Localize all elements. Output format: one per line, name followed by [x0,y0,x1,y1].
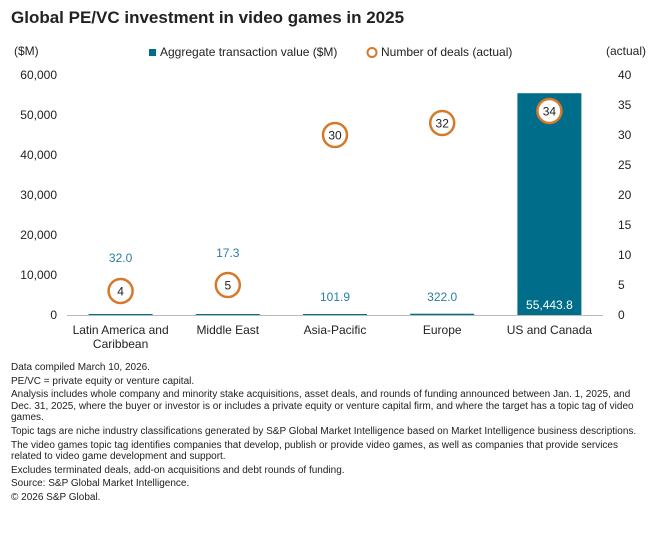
deals-marker [321,121,349,149]
chart-area: ($M) (actual) Aggregate transaction value … [14,44,646,351]
x-tick-label: US and Canada [507,323,593,337]
bar-value-label: 322.0 [427,290,457,304]
right-tick-label: 20 [618,188,632,202]
deals-marker [428,109,456,137]
right-tick-label: 15 [618,218,632,232]
x-tick-label: Caribbean [93,337,148,351]
note-video-games-tag: The video games topic tag identifies com… [11,439,618,463]
x-tick-label: Latin America and [73,323,169,337]
x-tick-label: Asia-Pacific [304,323,367,337]
right-tick-label: 25 [618,158,632,172]
right-tick-label: 0 [618,308,625,322]
note-source: Source: S&P Global Market Intelligence. [11,478,190,490]
legend-deals-label: Number of deals (actual) [381,45,512,59]
right-tick-label: 10 [618,248,632,262]
bar [88,314,153,315]
bar [303,314,367,315]
left-tick-label: 40,000 [20,148,57,162]
deals-value-label: 32 [436,117,450,131]
right-tick-label: 40 [618,68,632,82]
deals-marker [214,271,242,299]
left-tick-label: 30,000 [20,188,57,202]
note-topic-tags: Topic tags are niche industry classifica… [11,425,637,437]
chart-title: Global PE/VC investment in video games i… [11,8,405,27]
bar [195,314,260,315]
left-axis-unit-label: ($M) [14,44,39,58]
bar [517,93,582,316]
right-axis-unit-label: (actual) [606,44,646,58]
bar-value-label: 32.0 [109,251,133,265]
deals-value-label: 30 [328,129,342,143]
deals-marker [536,97,563,125]
left-tick-label: 50,000 [20,108,57,122]
note-analysis: Analysis includes whole company and mino… [11,389,634,424]
right-tick-label: 35 [618,98,632,112]
x-tick-label: Europe [423,323,462,337]
x-tick-label: Middle East [196,323,259,337]
left-tick-label: 10,000 [20,268,57,282]
legend-bar-swatch [149,49,156,56]
deals-value-label: 5 [224,279,231,293]
left-tick-label: 0 [50,308,57,322]
left-tick-label: 60,000 [20,68,57,82]
note-compiled: Data compiled March 10, 2026. [11,362,150,373]
bar-value-label: 101.9 [320,290,350,304]
deals-value-label: 4 [117,285,124,299]
bar [410,313,475,315]
deals-value-label: 34 [543,105,557,119]
left-tick-label: 20,000 [20,228,57,242]
right-tick-label: 30 [618,128,632,142]
note-copyright: © 2026 S&P Global. [11,491,101,503]
deals-marker [107,277,134,305]
legend-bar-label: Aggregate transaction value ($M) [160,45,337,59]
bar-value-label: 55,443.8 [526,298,573,312]
footnotes: Data compiled March 10, 2026. PE/VC = pr… [11,362,651,506]
right-tick-label: 5 [618,278,625,292]
bar-value-label: 17.3 [216,246,240,260]
note-excludes: Excludes terminated deals, add-on acquis… [11,464,345,476]
legend-deals-marker [366,47,378,58]
note-pevc: PE/VC = private equity or venture capita… [11,375,195,387]
